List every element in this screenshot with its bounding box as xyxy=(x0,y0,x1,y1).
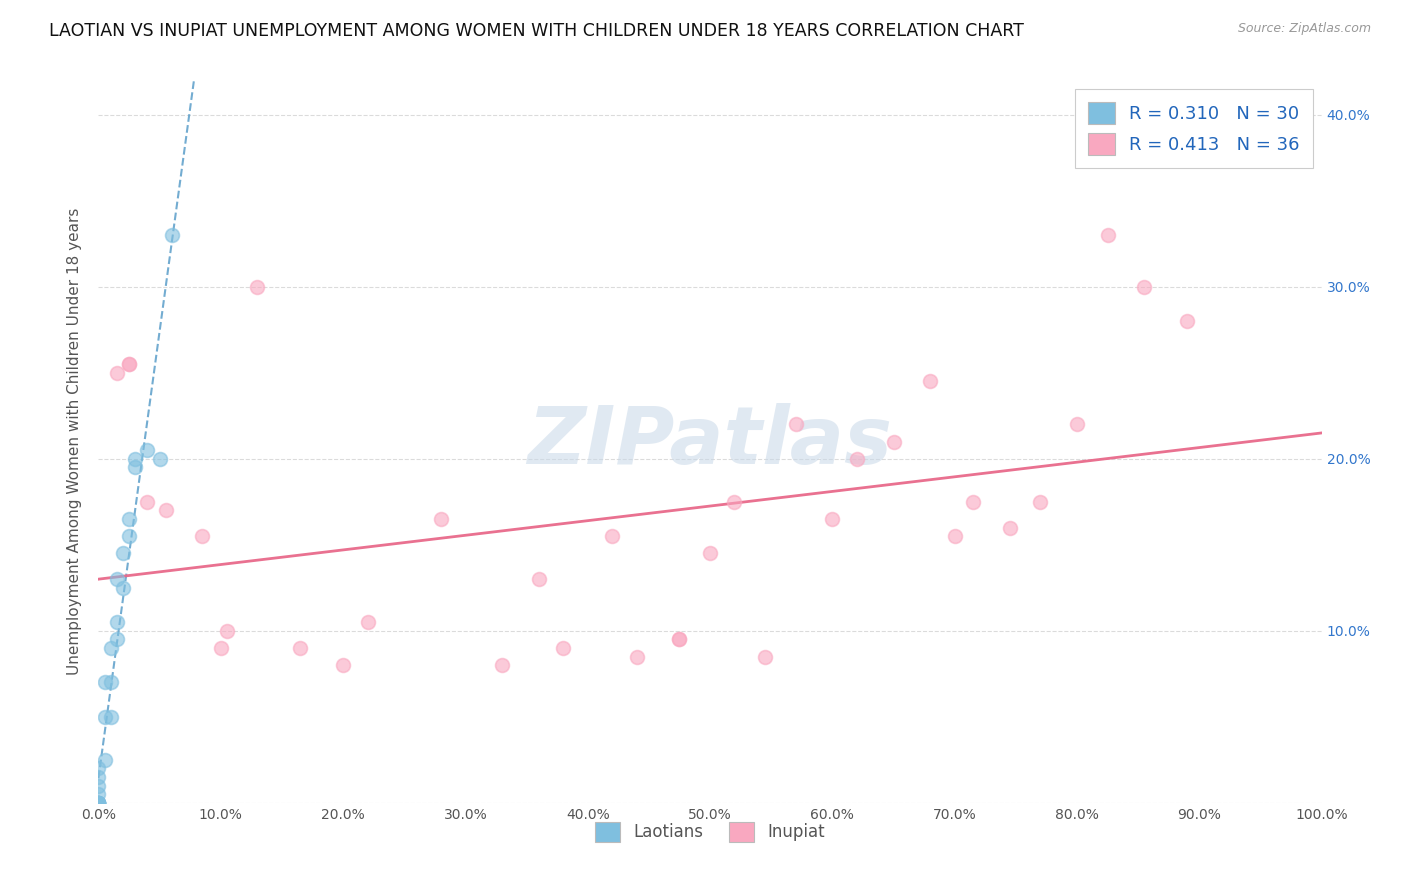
Point xyxy=(111,546,134,560)
Point xyxy=(105,366,128,380)
Point xyxy=(87,796,110,810)
Point xyxy=(87,761,110,775)
Text: Source: ZipAtlas.com: Source: ZipAtlas.com xyxy=(1237,22,1371,36)
Point xyxy=(290,640,312,655)
Y-axis label: Unemployment Among Women with Children Under 18 years: Unemployment Among Women with Children U… xyxy=(67,208,83,675)
Point xyxy=(1097,228,1119,243)
Point xyxy=(87,796,110,810)
Point xyxy=(87,796,110,810)
Point xyxy=(246,279,269,293)
Point xyxy=(754,649,776,664)
Text: ZIPatlas: ZIPatlas xyxy=(527,402,893,481)
Point xyxy=(100,640,122,655)
Point xyxy=(87,796,110,810)
Point xyxy=(87,770,110,784)
Text: LAOTIAN VS INUPIAT UNEMPLOYMENT AMONG WOMEN WITH CHILDREN UNDER 18 YEARS CORRELA: LAOTIAN VS INUPIAT UNEMPLOYMENT AMONG WO… xyxy=(49,22,1024,40)
Point xyxy=(136,494,159,508)
Point xyxy=(626,649,648,664)
Point xyxy=(118,357,141,371)
Point xyxy=(124,460,146,475)
Point xyxy=(962,494,984,508)
Legend: Laotians, Inupiat: Laotians, Inupiat xyxy=(589,815,831,848)
Point xyxy=(100,710,122,724)
Point xyxy=(209,640,232,655)
Point xyxy=(93,710,115,724)
Point xyxy=(920,375,942,389)
Point xyxy=(105,632,128,647)
Point xyxy=(87,787,110,801)
Point xyxy=(87,796,110,810)
Point xyxy=(998,520,1021,534)
Point xyxy=(118,512,141,526)
Point xyxy=(723,494,745,508)
Point xyxy=(191,529,214,543)
Point xyxy=(883,434,905,449)
Point xyxy=(553,640,575,655)
Point xyxy=(111,581,134,595)
Point xyxy=(136,443,159,458)
Point xyxy=(149,451,172,466)
Point xyxy=(100,675,122,690)
Point xyxy=(124,451,146,466)
Point xyxy=(332,658,354,673)
Point xyxy=(943,529,966,543)
Point xyxy=(215,624,238,638)
Point xyxy=(1175,314,1198,328)
Point xyxy=(87,796,110,810)
Point xyxy=(118,357,141,371)
Point xyxy=(356,615,378,630)
Point xyxy=(1066,417,1088,432)
Point xyxy=(105,572,128,586)
Point xyxy=(668,632,690,647)
Point xyxy=(87,779,110,793)
Point xyxy=(600,529,623,543)
Point xyxy=(821,512,844,526)
Point xyxy=(491,658,513,673)
Point xyxy=(699,546,721,560)
Point xyxy=(668,632,690,647)
Point xyxy=(155,503,177,517)
Point xyxy=(105,615,128,630)
Point xyxy=(87,796,110,810)
Point xyxy=(87,796,110,810)
Point xyxy=(430,512,453,526)
Point xyxy=(1133,279,1156,293)
Point xyxy=(160,228,183,243)
Point xyxy=(527,572,550,586)
Point xyxy=(845,451,868,466)
Point xyxy=(93,753,115,767)
Point xyxy=(785,417,807,432)
Point xyxy=(1029,494,1052,508)
Point xyxy=(118,529,141,543)
Point xyxy=(93,675,115,690)
